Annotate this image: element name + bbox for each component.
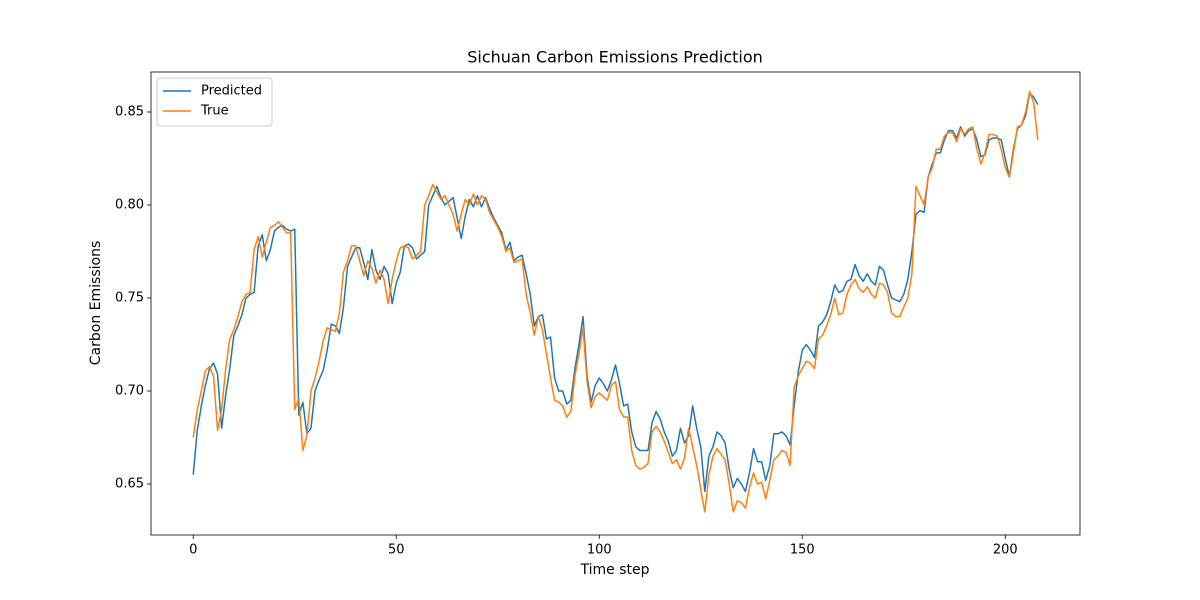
y-tick-label: 0.85 bbox=[115, 104, 144, 119]
legend-label: Predicted bbox=[201, 84, 262, 99]
x-tick-label: 200 bbox=[993, 543, 1018, 558]
data-line bbox=[192, 90, 1039, 513]
x-tick-label: 150 bbox=[790, 543, 815, 558]
y-tick-label: 0.65 bbox=[115, 477, 144, 492]
chart-title: Sichuan Carbon Emissions Prediction bbox=[467, 48, 763, 67]
y-tick-label: 0.80 bbox=[115, 198, 144, 213]
x-tick-label: 50 bbox=[388, 543, 405, 558]
plot-frame bbox=[150, 71, 1081, 536]
legend-label: True bbox=[200, 104, 229, 119]
x-tick-label: 100 bbox=[587, 543, 612, 558]
y-tick-label: 0.75 bbox=[115, 291, 144, 306]
x-tick-label: 0 bbox=[189, 543, 197, 558]
x-axis-label: Time step bbox=[580, 562, 650, 578]
data-line bbox=[192, 92, 1039, 493]
legend-box bbox=[156, 77, 273, 127]
y-tick-label: 0.70 bbox=[115, 384, 144, 399]
y-axis-label: Carbon Emissions bbox=[88, 241, 104, 365]
